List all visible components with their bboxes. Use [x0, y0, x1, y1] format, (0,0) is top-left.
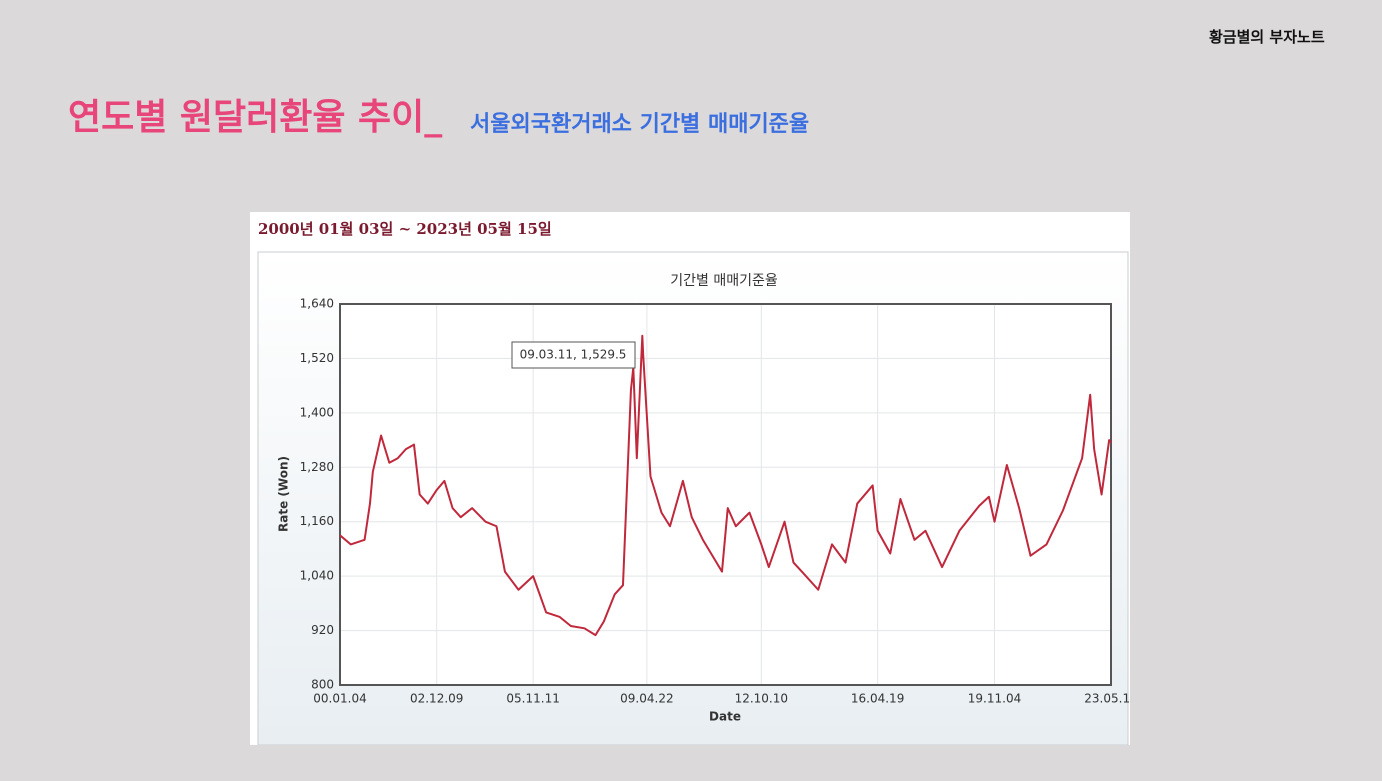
- x-tick-label: 00.01.04: [313, 692, 366, 706]
- x-tick-label: 12.10.10: [735, 692, 788, 706]
- y-tick-label: 1,640: [300, 297, 334, 311]
- plot-area: [340, 304, 1111, 685]
- y-tick-label: 800: [311, 678, 334, 692]
- series-line: [339, 334, 1112, 637]
- x-tick-label: 16.04.19: [851, 692, 904, 706]
- chart-panel: 2000년 01월 03일 ~ 2023년 05월 15일 기간별 매매기준율 …: [250, 212, 1130, 745]
- y-tick-label: 1,400: [300, 405, 334, 419]
- y-axis-label: Rate (Won): [277, 456, 291, 532]
- x-tick-label: 02.12.09: [410, 692, 463, 706]
- x-axis-label: Date: [709, 710, 741, 724]
- tooltip: 09.03.11, 1,529.5: [520, 348, 627, 362]
- x-tick-label: 19.11.04: [968, 692, 1021, 706]
- brand: 황금별의 부자노트: [1209, 28, 1325, 46]
- y-tick-label: 1,520: [300, 351, 334, 365]
- slide-title: 연도별 원달러환율 추이_: [68, 97, 443, 138]
- chart: 기간별 매매기준율 Date Rate (Won) 800 920 1,040 1,1…: [257, 251, 1130, 745]
- x-tick-label: 23.05.15: [1084, 692, 1130, 706]
- chart-title: 기간별 매매기준율: [670, 273, 778, 289]
- y-tick-label: 1,160: [300, 514, 334, 528]
- slide-subtitle: 서울외국환거래소 기간별 매매기준율: [470, 112, 810, 137]
- plot-border: [339, 303, 1112, 686]
- y-tick-label: 1,280: [300, 460, 334, 474]
- y-tick-label: 920: [311, 623, 334, 637]
- y-tick-label: 1,040: [300, 569, 334, 583]
- x-tick-label: 05.11.11: [506, 692, 559, 706]
- date-range: 2000년 01월 03일 ~ 2023년 05월 15일: [258, 220, 552, 238]
- x-tick-label: 09.04.22: [620, 692, 673, 706]
- tooltip-box: [511, 341, 636, 369]
